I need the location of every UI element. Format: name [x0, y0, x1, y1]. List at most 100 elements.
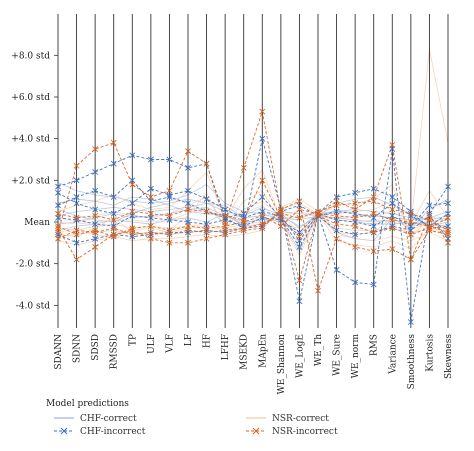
series-point-nsr-incorrect — [185, 223, 191, 230]
series-point-chf-incorrect — [352, 219, 359, 225]
series-point-nsr-incorrect — [166, 212, 173, 219]
series-point-nsr-incorrect — [185, 239, 191, 246]
series-point-nsr-incorrect — [389, 225, 396, 232]
series-point-nsr-incorrect — [407, 231, 414, 238]
series-point-chf-incorrect — [110, 210, 117, 217]
series-point-nsr-incorrect — [277, 223, 284, 230]
series-point-chf-incorrect — [222, 206, 229, 213]
series-point-chf-incorrect — [352, 210, 359, 217]
series-point-nsr-incorrect — [370, 194, 377, 200]
series-point-chf-incorrect — [426, 210, 433, 217]
series-point-chf-incorrect — [222, 216, 229, 223]
series-point-chf-incorrect — [445, 235, 451, 242]
series-point-nsr-incorrect — [445, 227, 451, 234]
series-point-chf-incorrect — [147, 156, 154, 163]
axis-label-smoothness: Smoothness — [407, 334, 417, 390]
series-point-nsr-incorrect — [129, 225, 136, 232]
series-point-chf-incorrect — [259, 214, 266, 221]
y-tick-labels: +8.0 std +6.0 std +4.0 std +2.0 std Mean -2.0… — [11, 51, 58, 311]
series-point-nsr-incorrect — [352, 244, 359, 250]
legend-label: NSR-incorrect — [272, 427, 338, 437]
series-point-nsr-incorrect — [445, 229, 451, 236]
series-point-chf-incorrect — [445, 210, 451, 217]
axis-label-we-loge: WE_LogE — [295, 334, 305, 378]
series-point-nsr-incorrect — [110, 231, 117, 238]
series-point-nsr-incorrect — [55, 223, 61, 230]
series-line-nsr-correct — [57, 213, 449, 250]
series-line-nsr-correct — [57, 190, 449, 244]
series-point-nsr-incorrect — [222, 227, 229, 234]
series-point-chf-incorrect — [296, 298, 303, 305]
series-point-nsr-incorrect — [277, 210, 284, 217]
series-point-nsr-incorrect — [296, 233, 303, 240]
series-point-nsr-incorrect — [259, 221, 266, 228]
legend-title: Model predictions — [46, 399, 129, 409]
series-point-chf-incorrect — [352, 279, 359, 286]
series-point-chf-incorrect — [407, 319, 414, 325]
series-point-chf-incorrect — [259, 223, 266, 230]
series-point-chf-incorrect — [203, 196, 210, 203]
series-point-nsr-incorrect — [92, 227, 99, 234]
series-point-nsr-incorrect — [166, 227, 173, 234]
series-point-nsr-incorrect — [203, 225, 210, 232]
series-point-chf-incorrect — [92, 169, 99, 175]
series-point-chf-incorrect — [352, 231, 359, 238]
series-point-nsr-incorrect — [222, 231, 229, 238]
series-point-nsr-incorrect — [259, 225, 266, 232]
series-point-nsr-incorrect — [185, 227, 191, 234]
series-point-chf-incorrect — [389, 146, 396, 153]
series-point-chf-incorrect — [92, 235, 99, 242]
series-point-chf-incorrect — [55, 231, 61, 238]
series-point-nsr-incorrect — [426, 216, 433, 223]
series-point-chf-incorrect — [445, 223, 451, 230]
series-point-chf-incorrect — [296, 229, 303, 236]
series-point-chf-incorrect — [185, 200, 191, 207]
series-point-nsr-incorrect — [92, 146, 99, 153]
series-point-chf-incorrect — [333, 208, 340, 215]
series-point-nsr-incorrect — [73, 227, 80, 234]
series-point-nsr-incorrect — [73, 256, 80, 263]
y-tick-label: +6.0 std — [11, 93, 50, 103]
series-point-nsr-incorrect — [185, 148, 191, 155]
series-point-chf-incorrect — [129, 177, 136, 184]
axis-label-variance: Variance — [388, 334, 398, 375]
series-point-chf-incorrect — [166, 191, 173, 198]
series-point-nsr-incorrect — [277, 214, 284, 221]
series-point-chf-incorrect — [55, 214, 61, 221]
series-point-nsr-incorrect — [92, 244, 99, 250]
series-point-chf-incorrect — [370, 214, 377, 221]
series-point-nsr-incorrect — [333, 198, 340, 205]
axis-label-sdann: SDANN — [54, 334, 64, 370]
series-point-chf-incorrect — [92, 206, 99, 213]
series-point-nsr-incorrect — [407, 219, 414, 225]
axis-lines — [57, 14, 449, 328]
series-line-nsr-incorrect — [57, 200, 449, 240]
series-point-chf-incorrect — [166, 216, 173, 223]
series-point-chf-incorrect — [445, 183, 451, 190]
y-tick-label: -2.0 std — [16, 260, 50, 270]
series-point-nsr-incorrect — [445, 231, 451, 238]
series-point-chf-incorrect — [73, 200, 80, 207]
series-point-nsr-incorrect — [352, 214, 359, 221]
series-point-chf-incorrect — [407, 223, 414, 230]
series-point-nsr-incorrect — [147, 210, 154, 217]
series-point-nsr-incorrect — [73, 162, 80, 169]
series-point-nsr-incorrect — [110, 216, 117, 223]
series-point-chf-incorrect — [92, 187, 99, 194]
series-point-nsr-incorrect — [389, 206, 396, 213]
series-point-chf-incorrect — [185, 219, 191, 225]
series-point-nsr-incorrect — [73, 231, 80, 238]
legend-entry-chf-incorrect: CHF-incorrect — [54, 427, 146, 437]
series-point-nsr-incorrect — [426, 212, 433, 219]
series-line-chf-incorrect — [57, 138, 449, 323]
series-point-chf-incorrect — [426, 202, 433, 209]
series-point-nsr-incorrect — [315, 210, 321, 217]
axis-label-skewness: Skewness — [444, 334, 454, 379]
axis-label-kurtosis: Kurtosis — [425, 334, 435, 372]
series-point-nsr-incorrect — [407, 256, 414, 263]
series-point-nsr-incorrect — [92, 229, 99, 236]
series-point-chf-incorrect — [129, 200, 136, 207]
series-point-nsr-incorrect — [55, 210, 61, 217]
series-point-nsr-incorrect — [426, 227, 433, 234]
series-point-nsr-incorrect — [240, 227, 247, 234]
